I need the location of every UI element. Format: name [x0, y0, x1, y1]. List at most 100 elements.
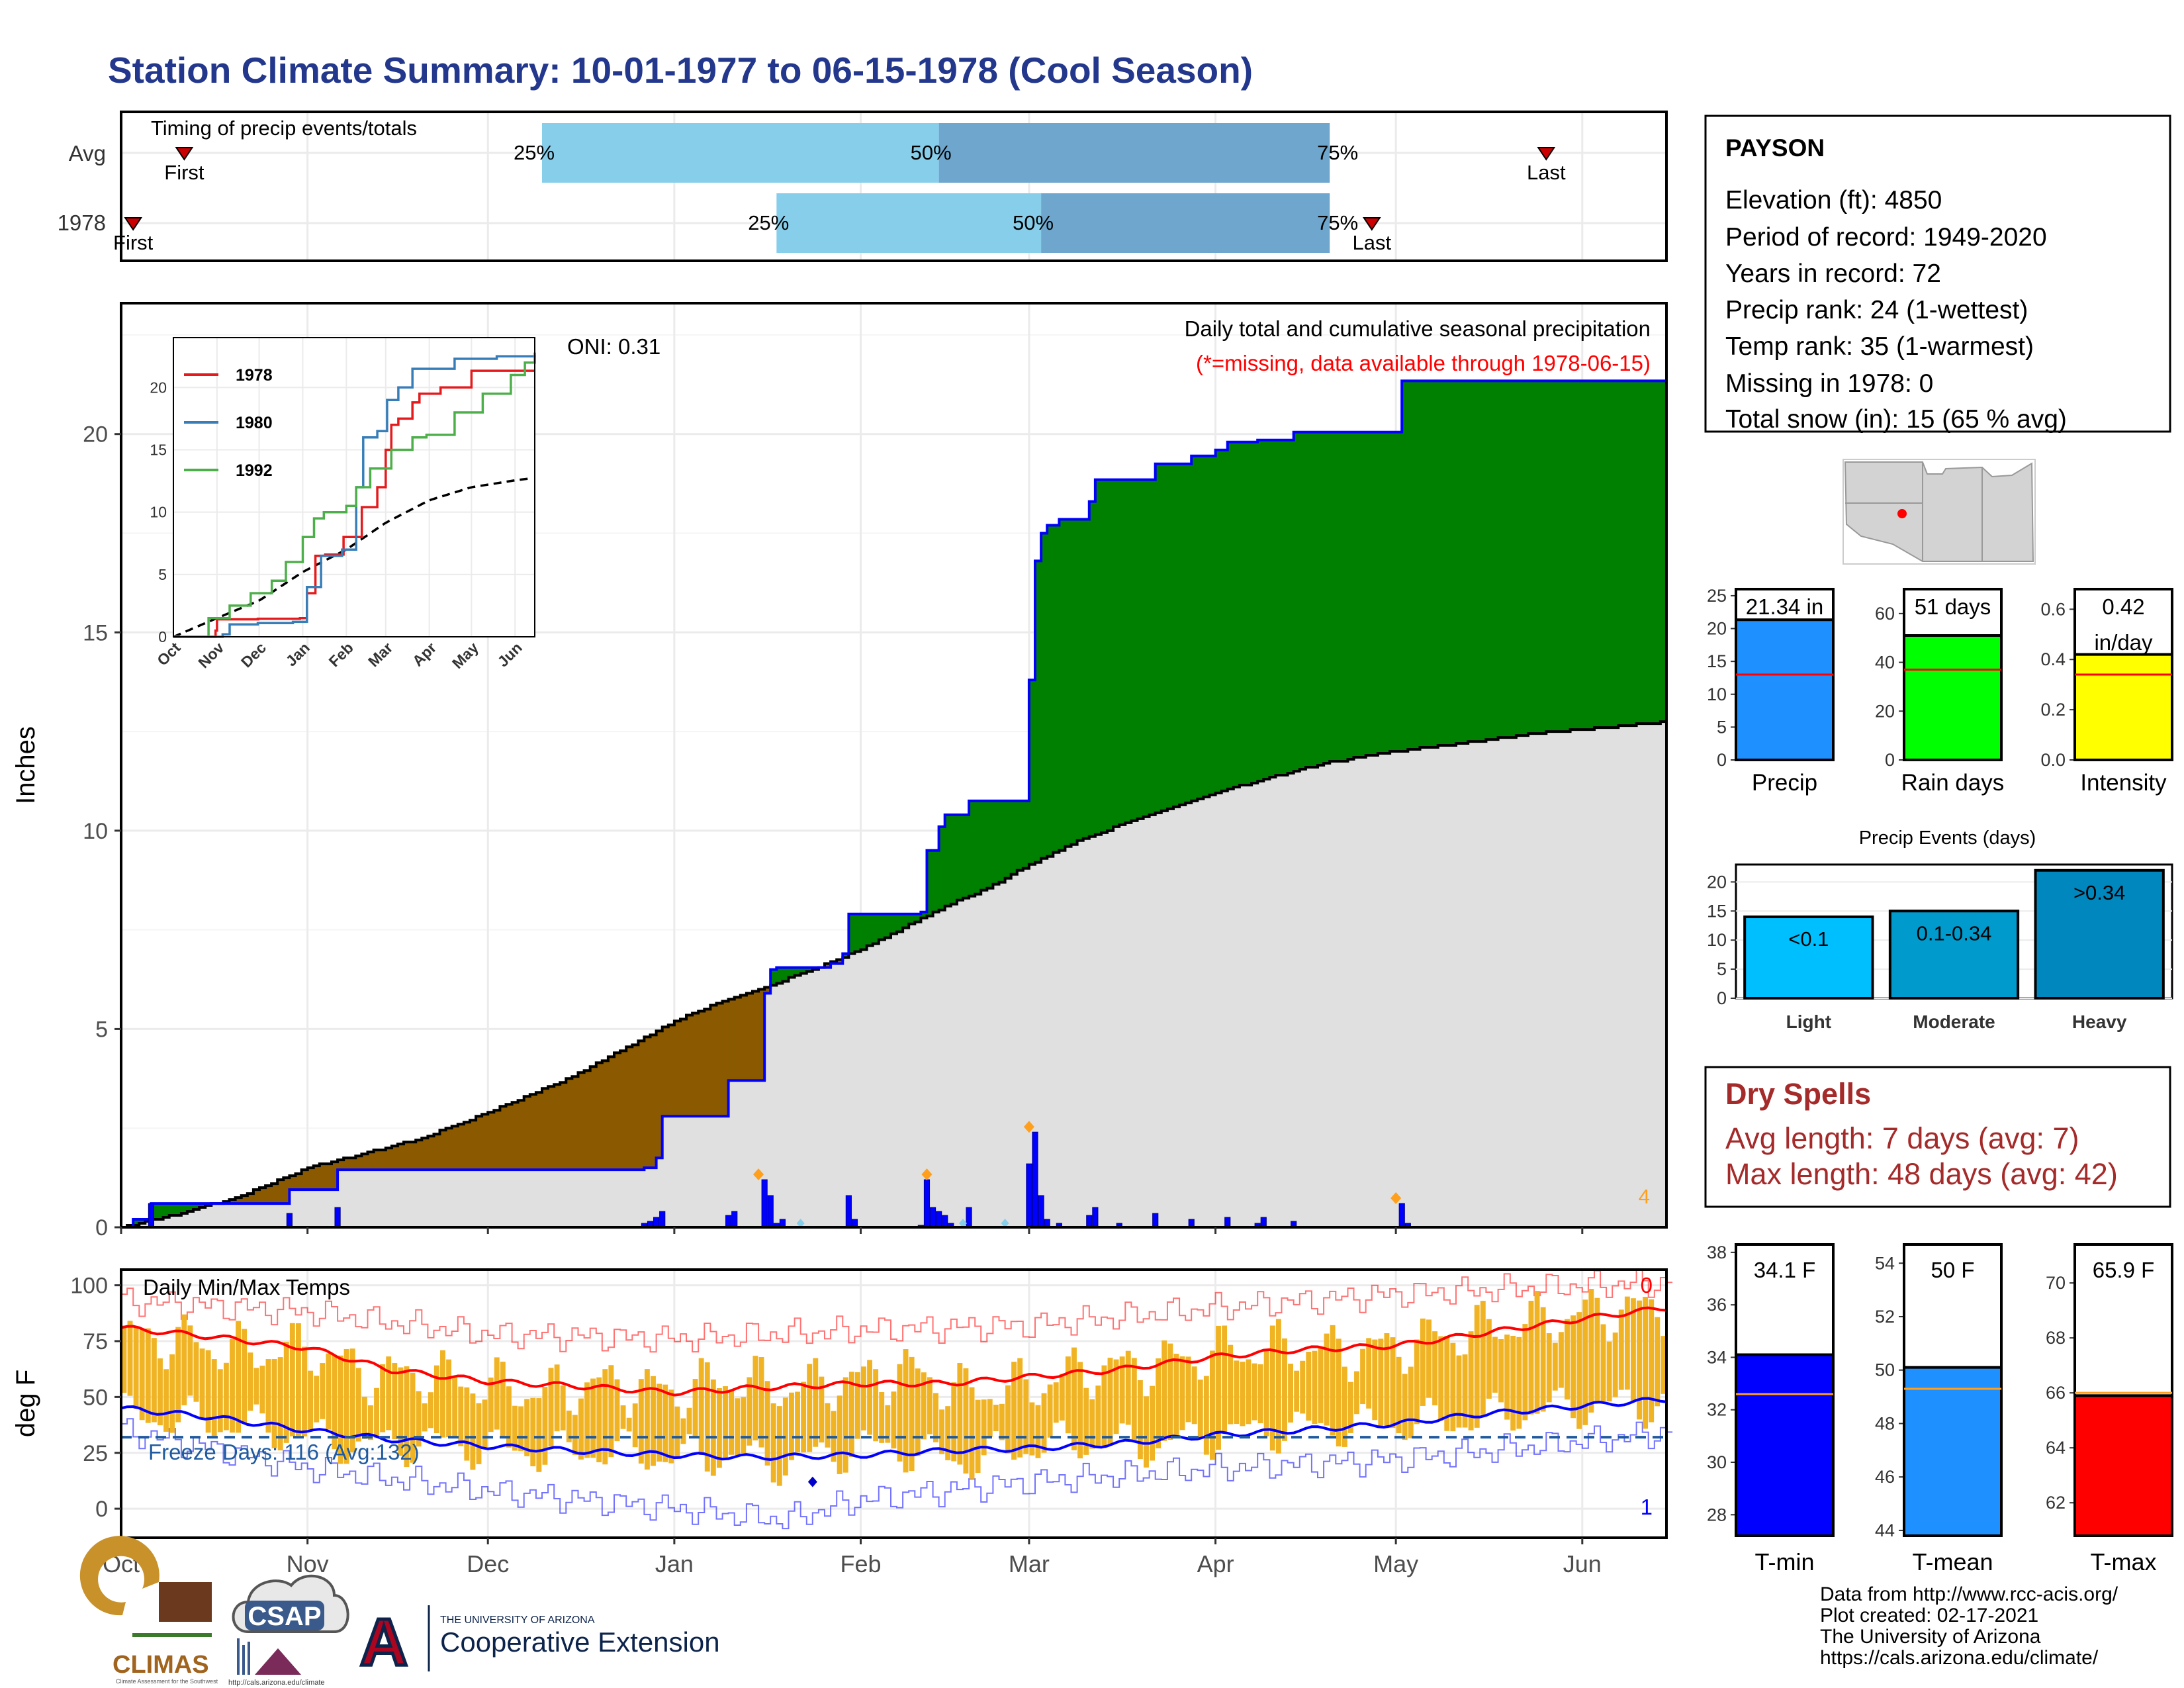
daily-temp-bar: [1216, 1325, 1221, 1450]
temp-summary-value-label: 34.1 F: [1754, 1258, 1816, 1282]
surplus-area: [1468, 381, 1475, 742]
summary-y-tick-label: 0.4: [2040, 649, 2066, 669]
temp-summary-bar: [1735, 1353, 1835, 1537]
station-period: Period of record: 1949-2020: [1725, 223, 2047, 252]
daily-temp-bar: [169, 1354, 175, 1433]
surplus-area: [1516, 381, 1523, 736]
daily-temp-bar: [921, 1372, 927, 1440]
daily-temp-bar: [386, 1356, 392, 1430]
heavy-event-marker: [753, 1168, 764, 1181]
daily-temp-bar: [223, 1362, 229, 1430]
daily-temp-bar: [596, 1377, 602, 1462]
deficit-area: [367, 1152, 375, 1170]
daily-temp-bar: [236, 1321, 242, 1433]
daily-temp-bar: [253, 1368, 259, 1405]
surplus-area: [1540, 381, 1547, 734]
temp-summary-y-tick-label: 54: [1875, 1253, 1895, 1273]
summary-category-label: Intensity: [2080, 770, 2167, 796]
temp-y-tick-label: 100: [70, 1274, 108, 1299]
surplus-area: [1365, 432, 1373, 756]
daily-temp-bar: [1101, 1365, 1107, 1448]
surplus-area: [944, 814, 952, 906]
climas-wordmark: CLIMAS: [113, 1651, 209, 1679]
record-min-line: [121, 1418, 1673, 1530]
deficit-area: [710, 1005, 717, 1117]
surplus-area: [1047, 525, 1054, 857]
temp-summary-panels: 28 30 32 34 36 38 34.1 F T-min 44 46 48 50 52 54 50 F T…: [1707, 1243, 2173, 1575]
daily-temp-bar: [380, 1364, 386, 1432]
month-tick-label: Apr: [1197, 1550, 1234, 1577]
surplus-area: [1071, 519, 1078, 845]
oni-label: ONI: 0.31: [567, 334, 660, 359]
daily-precip-bar: [1092, 1207, 1099, 1228]
daily-temp-bar: [644, 1369, 650, 1470]
daily-temp-bar: [578, 1398, 584, 1460]
daily-temp-bar: [193, 1342, 199, 1402]
inset-frame: [173, 337, 535, 637]
summary-y-tick-label: 5: [1717, 717, 1727, 737]
daily-temp-bar: [1432, 1331, 1438, 1405]
daily-temp-bar: [867, 1360, 873, 1435]
map-state-lines: [1845, 462, 1983, 561]
daily-temp-bar: [638, 1379, 644, 1464]
surplus-area: [1432, 381, 1439, 748]
surplus-area: [1480, 381, 1487, 742]
events-bar-label: >0.34: [2073, 881, 2125, 904]
daily-temp-bar: [1360, 1348, 1366, 1405]
trace-marker: [796, 1219, 805, 1228]
daily-precip-bar: [966, 1207, 972, 1228]
csap-mountain-icon: [255, 1648, 301, 1675]
daily-precip-bar: [942, 1215, 948, 1228]
summary-category-label: Rain days: [1901, 770, 2005, 796]
dry-spells-title: Dry Spells: [1725, 1077, 1871, 1111]
daily-temp-bar: [139, 1329, 145, 1421]
daily-temp-bar: [1474, 1305, 1480, 1428]
average-cumulative-line: [121, 720, 1666, 1229]
temp-content: [120, 1269, 1673, 1530]
deficit-area: [259, 1188, 266, 1204]
daily-temp-bar: [151, 1338, 157, 1423]
daily-temp-bar: [470, 1393, 476, 1470]
deficit-area: [764, 987, 771, 994]
surplus-area: [1528, 381, 1535, 734]
surplus-area: [1173, 463, 1180, 807]
timing-first-label: First: [164, 161, 205, 184]
daily-temp-bar: [1059, 1374, 1065, 1421]
dry-spells-max: Max length: 48 days (avg: 42): [1725, 1157, 2118, 1191]
daily-temp-bar: [1426, 1319, 1432, 1398]
daily-temp-bar: [614, 1379, 620, 1442]
surplus-area: [1576, 381, 1583, 730]
surplus-area: [1035, 561, 1042, 863]
daily-temp-bar: [500, 1362, 506, 1438]
daily-temp-bar: [494, 1357, 500, 1430]
surplus-area: [1504, 381, 1511, 738]
surplus-area: [788, 967, 796, 978]
surplus-area: [1131, 479, 1138, 821]
deficit-area: [343, 1158, 350, 1170]
deficit-area: [428, 1136, 435, 1170]
deficit-area: [325, 1164, 332, 1190]
surplus-area: [1353, 432, 1361, 758]
daily-temp-bar: [1420, 1318, 1426, 1406]
temp-summary-category-label: T-min: [1755, 1548, 1815, 1575]
precip-y-tick-label: 0: [95, 1215, 108, 1241]
daily-temp-bar: [1510, 1335, 1516, 1431]
daily-temp-bar: [795, 1391, 800, 1453]
events-y-tick-label: 20: [1707, 872, 1727, 892]
deficit-area: [837, 959, 843, 964]
surplus-area: [1149, 479, 1156, 815]
daily-temp-bar: [1107, 1358, 1113, 1445]
inset-y-tick-label: 0: [158, 628, 167, 645]
timing-first-marker: [124, 217, 143, 231]
deficit-area: [535, 1092, 543, 1170]
daily-temp-bar: [211, 1359, 217, 1436]
deficit-area: [560, 1082, 567, 1170]
daily-temp-bar: [602, 1369, 608, 1465]
surplus-area: [1155, 463, 1162, 813]
timing-bar-50-75: [938, 123, 1330, 183]
daily-temp-bar: [1378, 1338, 1384, 1428]
freeze-days-label: Freeze Days: 116 (Avg:132): [148, 1440, 420, 1464]
temp-bottom-right-count: 1: [1641, 1495, 1653, 1519]
